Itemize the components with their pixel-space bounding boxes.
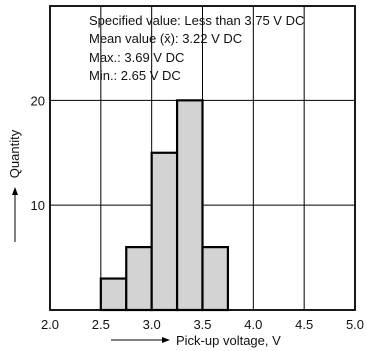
x-tick-labels: 2.0 2.5 3.0 3.5 4.0 4.5 5.0 bbox=[41, 317, 364, 332]
x-tick-label: 5.0 bbox=[346, 317, 364, 332]
x-tick-label: 4.5 bbox=[295, 317, 313, 332]
histogram-bar bbox=[175, 99, 204, 312]
x-axis-arrowhead bbox=[162, 337, 170, 343]
x-tick-label: 2.5 bbox=[92, 317, 110, 332]
annotations: Specified value: Less than 3.75 V DC Mea… bbox=[89, 13, 304, 83]
x-tick-label: 2.0 bbox=[41, 317, 59, 332]
y-tick-label: 10 bbox=[31, 198, 45, 213]
histogram-bar bbox=[201, 246, 230, 312]
plot-frame bbox=[49, 5, 356, 311]
x-axis-title-group: Pick-up voltage, V bbox=[111, 333, 281, 348]
x-tick-label: 4.0 bbox=[244, 317, 262, 332]
annotation-specified: Specified value: Less than 3.75 V DC bbox=[89, 13, 304, 28]
histogram-bar bbox=[125, 246, 153, 312]
bars bbox=[99, 99, 230, 312]
histogram-bar bbox=[150, 151, 179, 312]
x-tick-label: 3.5 bbox=[193, 317, 211, 332]
annotation-max: Max.: 3.69 V DC bbox=[89, 50, 184, 65]
annotation-mean: Mean value (x̄): 3.22 V DC bbox=[89, 31, 242, 46]
y-axis-arrowhead bbox=[12, 187, 18, 195]
x-axis-title: Pick-up voltage, V bbox=[176, 333, 281, 348]
y-tick-label: 20 bbox=[31, 93, 45, 108]
annotation-min: Min.: 2.65 V DC bbox=[89, 68, 181, 83]
y-axis-title: Quantity bbox=[7, 129, 22, 178]
histogram-bar bbox=[99, 277, 128, 312]
x-tick-label: 3.0 bbox=[143, 317, 161, 332]
y-axis-title-group: Quantity bbox=[7, 129, 22, 242]
y-tick-labels: 10 20 bbox=[31, 93, 45, 213]
